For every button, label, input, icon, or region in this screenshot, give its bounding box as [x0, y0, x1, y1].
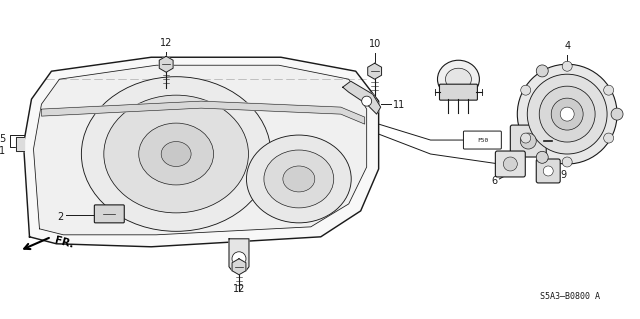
Text: 5: 5 [0, 134, 6, 144]
FancyBboxPatch shape [536, 159, 560, 183]
Ellipse shape [445, 68, 472, 90]
Text: 11: 11 [392, 100, 405, 110]
Circle shape [232, 252, 246, 266]
Circle shape [604, 85, 614, 95]
Ellipse shape [139, 123, 214, 185]
Circle shape [560, 107, 574, 121]
Polygon shape [33, 65, 367, 235]
Circle shape [540, 86, 595, 142]
Circle shape [562, 157, 572, 167]
Polygon shape [42, 101, 365, 124]
Circle shape [517, 64, 617, 164]
Circle shape [543, 166, 553, 176]
Circle shape [551, 98, 583, 130]
Ellipse shape [246, 135, 351, 223]
Polygon shape [159, 56, 173, 72]
Text: 9: 9 [560, 170, 566, 180]
Circle shape [520, 133, 536, 149]
Text: 6: 6 [492, 176, 497, 186]
Circle shape [604, 133, 614, 143]
Circle shape [562, 61, 572, 71]
Text: S5A3–B0800 A: S5A3–B0800 A [540, 292, 600, 300]
FancyBboxPatch shape [463, 131, 501, 149]
Polygon shape [232, 259, 246, 275]
Circle shape [362, 96, 372, 106]
Ellipse shape [438, 60, 479, 98]
FancyBboxPatch shape [495, 151, 525, 177]
Circle shape [503, 157, 517, 171]
Text: 10: 10 [369, 39, 381, 49]
Text: 7: 7 [536, 146, 543, 156]
Ellipse shape [283, 166, 315, 192]
Ellipse shape [81, 77, 271, 231]
Text: 4: 4 [564, 41, 570, 51]
Circle shape [611, 108, 623, 120]
Polygon shape [229, 239, 249, 273]
FancyBboxPatch shape [510, 125, 546, 157]
Text: FR.: FR. [54, 235, 75, 250]
Polygon shape [343, 81, 381, 114]
Ellipse shape [264, 150, 333, 208]
Circle shape [527, 74, 607, 154]
Polygon shape [15, 137, 24, 151]
Text: 8: 8 [537, 136, 543, 146]
Circle shape [521, 133, 531, 143]
Text: F50: F50 [477, 137, 488, 143]
Ellipse shape [104, 95, 248, 213]
Text: 3: 3 [440, 86, 447, 96]
FancyBboxPatch shape [94, 205, 124, 223]
Polygon shape [24, 57, 379, 247]
Circle shape [536, 151, 548, 163]
Ellipse shape [161, 142, 191, 167]
Text: 2: 2 [57, 212, 63, 222]
Text: 1: 1 [0, 146, 6, 156]
Text: 12: 12 [160, 38, 172, 48]
FancyBboxPatch shape [440, 84, 477, 100]
Circle shape [536, 65, 548, 77]
Circle shape [521, 85, 531, 95]
Text: 12: 12 [233, 284, 245, 294]
Polygon shape [368, 63, 381, 79]
